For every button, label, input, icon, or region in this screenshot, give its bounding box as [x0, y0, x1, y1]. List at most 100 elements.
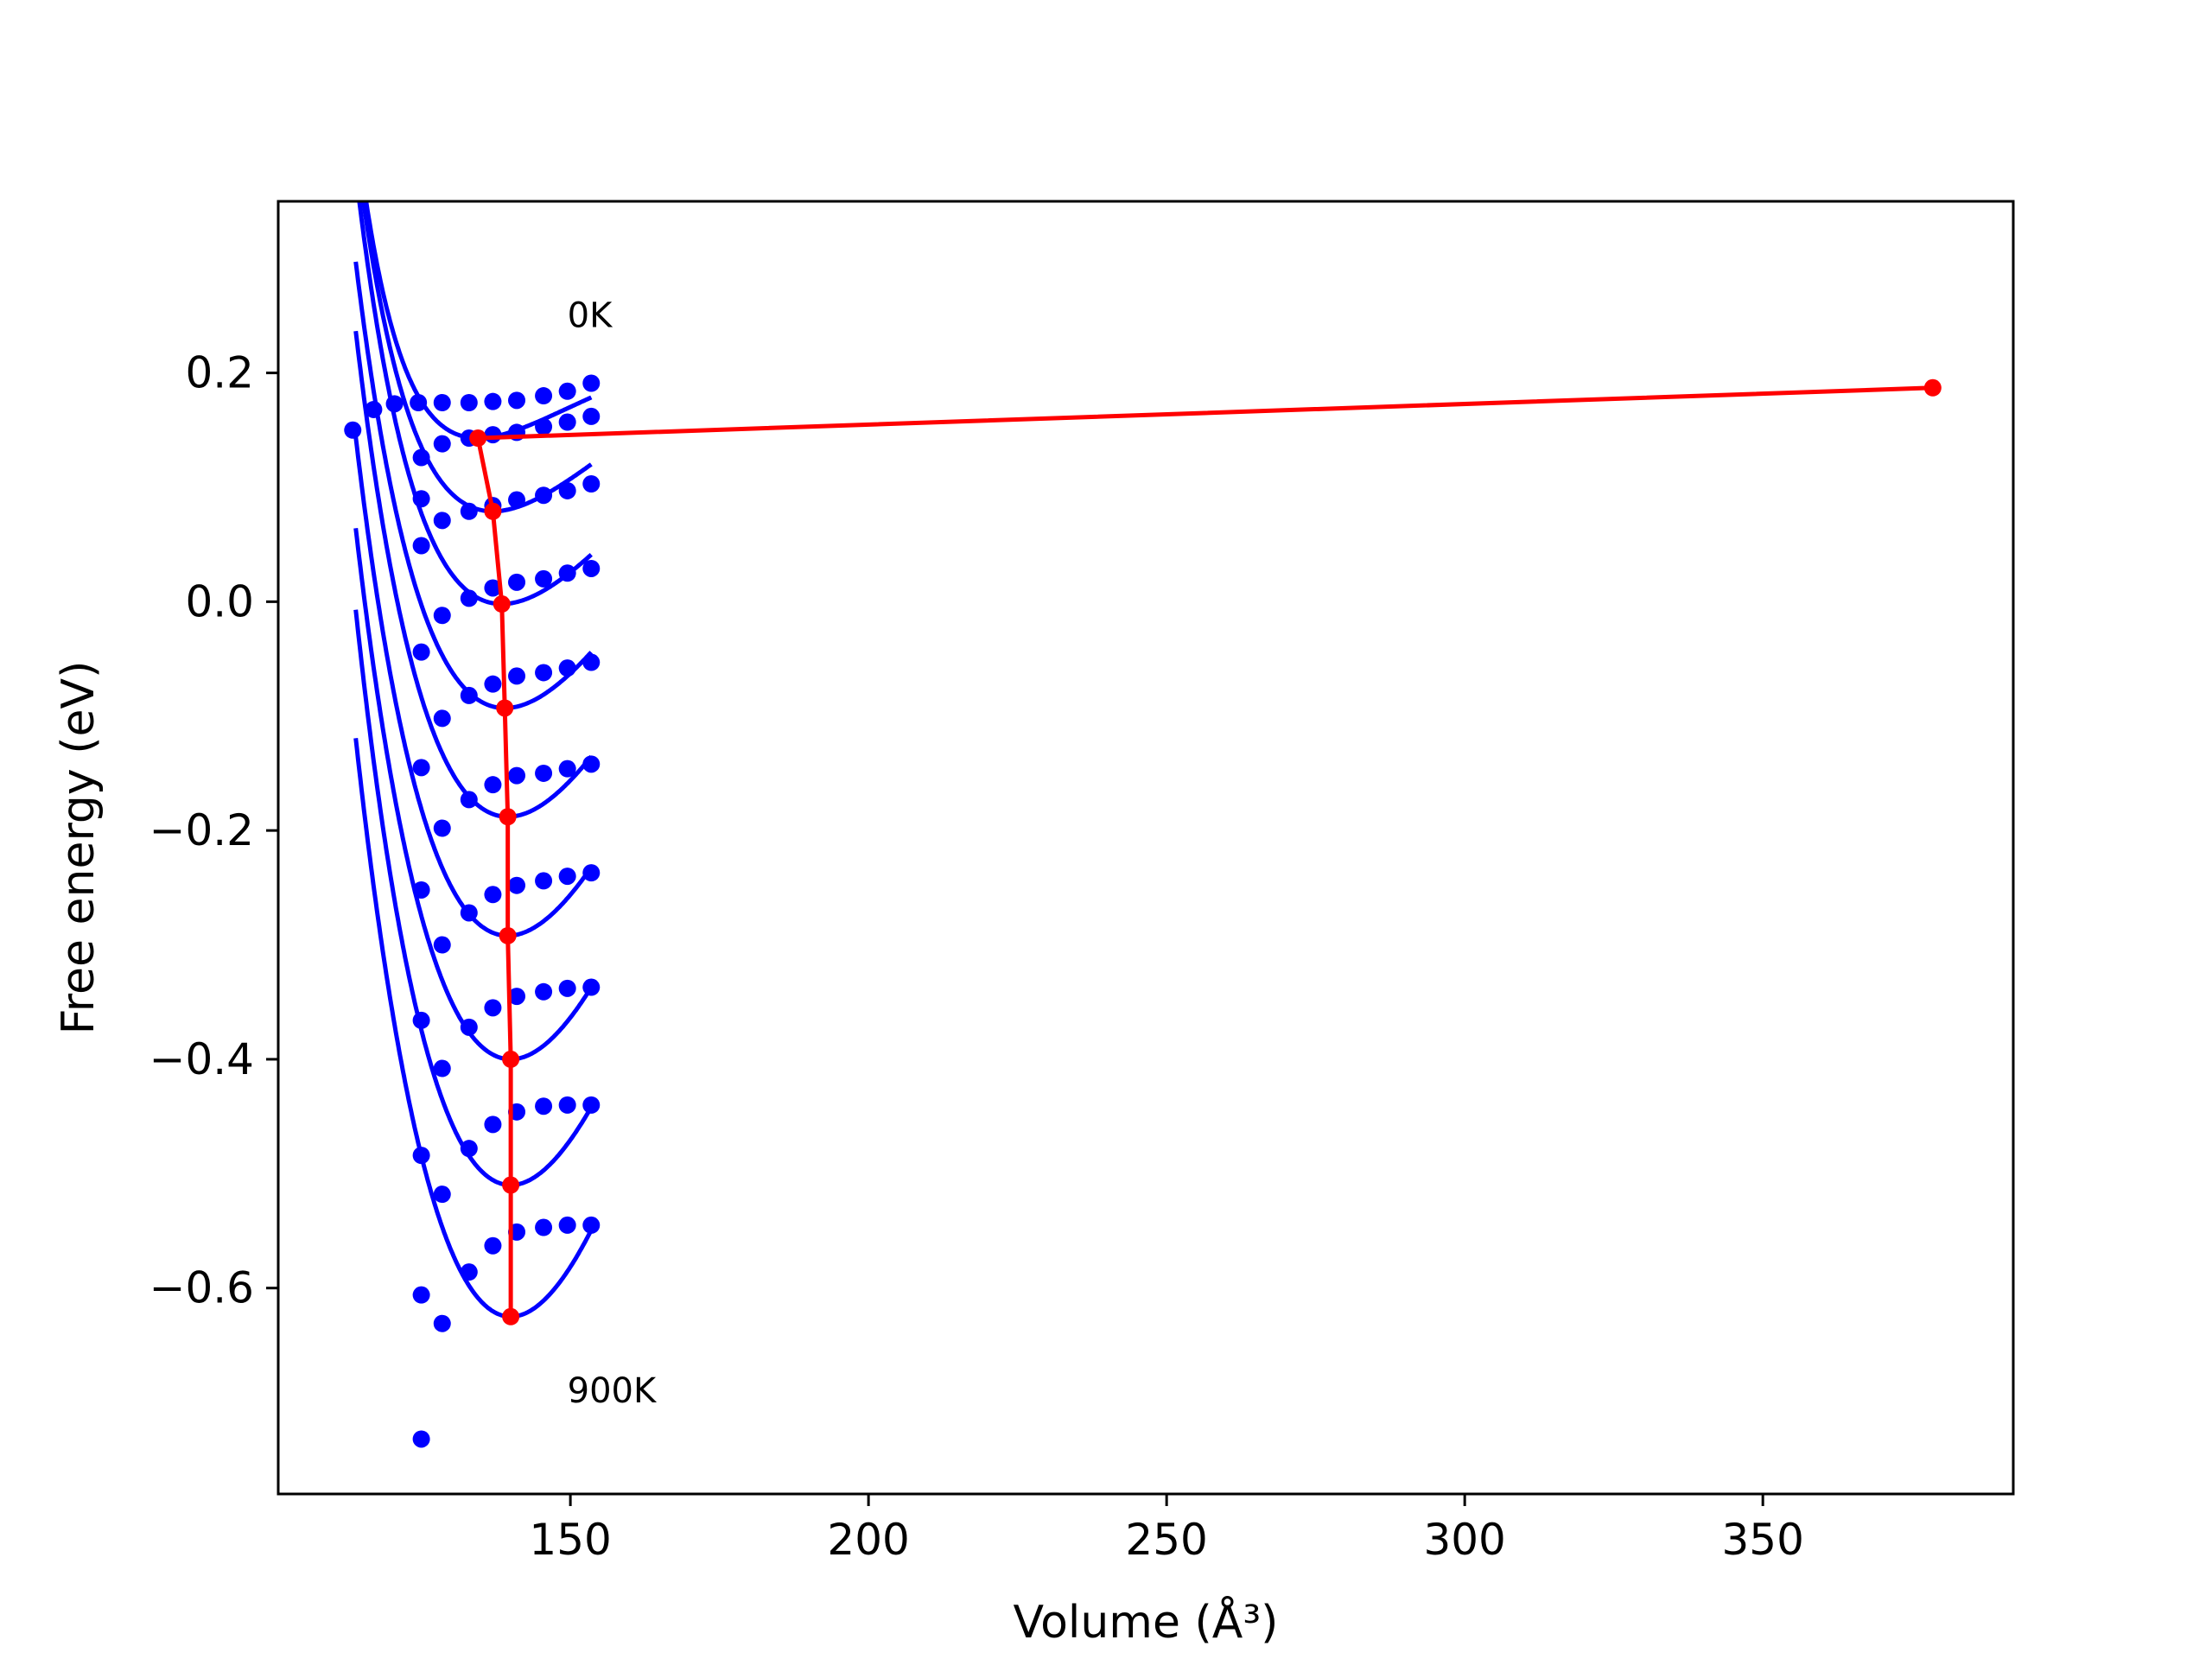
- y-tick-label-4: 0.2: [185, 348, 254, 398]
- x-axis-label: Volume (Å³): [1014, 1595, 1279, 1649]
- minimum-point-9: [502, 1307, 520, 1325]
- data-point-7-2: [460, 1018, 478, 1036]
- data-point-8-5: [535, 1097, 553, 1116]
- x-tick-label-3: 300: [1423, 1515, 1505, 1565]
- minimum-point-4: [496, 699, 514, 717]
- data-point-4-4: [508, 667, 526, 685]
- data-point-9-3: [484, 1236, 502, 1255]
- y-axis-label: Free energy (eV): [53, 661, 105, 1035]
- data-point-3-3: [484, 579, 502, 597]
- x-tick-label-0: 150: [529, 1515, 611, 1565]
- data-point-10-0: [412, 1430, 430, 1448]
- data-point-7-1: [433, 1059, 451, 1077]
- data-point-8-0: [412, 1147, 430, 1165]
- y-tick-label-3: 0.0: [185, 576, 254, 626]
- minimum-point-0: [1923, 378, 1942, 397]
- annotations: 0K 900K: [568, 296, 658, 1411]
- data-point-3-4: [508, 573, 526, 591]
- data-point-6-5: [535, 872, 553, 890]
- data-point-4-3: [484, 675, 502, 693]
- y-tick-label-0: −0.6: [149, 1263, 254, 1313]
- data-point-0-1: [365, 400, 383, 418]
- data-point-2-2: [460, 502, 478, 520]
- data-point-7-7: [582, 978, 601, 996]
- y-tick-label-1: −0.4: [149, 1034, 254, 1084]
- data-point-2-7: [582, 475, 601, 493]
- data-point-9-0: [412, 1286, 430, 1304]
- data-point-9-1: [433, 1314, 451, 1332]
- minimum-path: [469, 378, 1942, 1325]
- data-point-6-3: [484, 886, 502, 904]
- minimum-point-7: [502, 1050, 520, 1068]
- y-tick-label-2: −0.2: [149, 805, 254, 855]
- data-point-3-6: [558, 564, 576, 582]
- data-point-7-6: [558, 979, 576, 997]
- data-point-1-7: [582, 407, 601, 425]
- data-point-7-5: [535, 982, 553, 1001]
- data-point-1-1: [433, 435, 451, 453]
- data-point-9-6: [558, 1216, 576, 1234]
- data-point-9-5: [535, 1218, 553, 1236]
- minimum-point-1: [469, 429, 487, 448]
- minimum-path-line: [475, 385, 1933, 1317]
- fit-curve-9: [353, 738, 594, 1319]
- data-point-6-2: [460, 904, 478, 922]
- data-point-3-5: [535, 569, 553, 588]
- x-tick-label-1: 200: [827, 1515, 909, 1565]
- data-point-0-5: [460, 394, 478, 412]
- data-point-9-2: [460, 1263, 478, 1281]
- data-point-5-1: [433, 819, 451, 837]
- data-point-0-9: [558, 382, 576, 400]
- data-point-8-1: [433, 1185, 451, 1204]
- data-point-0-7: [508, 391, 526, 410]
- data-point-0-3: [410, 394, 428, 412]
- fit-curve-3: [357, 201, 593, 607]
- data-point-1-5: [535, 417, 553, 435]
- data-point-2-1: [433, 512, 451, 530]
- data-point-5-7: [582, 755, 601, 773]
- data-point-2-0: [412, 490, 430, 508]
- data-point-6-4: [508, 876, 526, 894]
- data-point-5-3: [484, 776, 502, 794]
- minimum-point-2: [484, 502, 502, 520]
- data-point-9-7: [582, 1216, 601, 1234]
- x-tick-label-2: 250: [1125, 1515, 1207, 1565]
- data-point-4-7: [582, 653, 601, 671]
- plot-frame: [276, 200, 2015, 1496]
- data-point-4-5: [535, 664, 553, 682]
- data-point-3-7: [582, 559, 601, 577]
- data-point-6-6: [558, 868, 576, 886]
- minimum-point-6: [499, 926, 517, 944]
- data-point-0-10: [582, 374, 601, 392]
- data-point-7-4: [508, 988, 526, 1006]
- data-point-8-2: [460, 1140, 478, 1158]
- minimum-point-3: [493, 595, 511, 613]
- data-point-7-3: [484, 999, 502, 1017]
- x-tick-label-4: 350: [1721, 1515, 1803, 1565]
- minimum-point-8: [502, 1176, 520, 1194]
- data-point-3-2: [460, 589, 478, 607]
- data-point-5-2: [460, 791, 478, 809]
- y-axis-ticks: −0.6 −0.4 −0.2 0.0 0.2: [149, 348, 278, 1313]
- data-point-8-6: [558, 1096, 576, 1114]
- data-point-8-7: [582, 1096, 601, 1114]
- data-point-7-0: [412, 1011, 430, 1029]
- fit-curve-8: [353, 609, 594, 1187]
- data-point-0-8: [535, 387, 553, 405]
- data-point-0-0: [344, 421, 362, 439]
- data-point-0-2: [385, 395, 404, 413]
- data-point-6-7: [582, 864, 601, 882]
- data-point-5-6: [558, 760, 576, 778]
- data-point-4-6: [558, 659, 576, 677]
- data-point-4-2: [460, 686, 478, 704]
- data-point-6-1: [433, 936, 451, 954]
- data-point-4-0: [412, 643, 430, 661]
- data-point-1-3: [484, 426, 502, 444]
- data-point-3-1: [433, 607, 451, 625]
- data-point-1-6: [558, 413, 576, 431]
- data-point-4-1: [433, 709, 451, 728]
- data-point-6-0: [412, 880, 430, 899]
- x-axis-ticks: 150 200 250 300 350: [529, 1494, 1804, 1565]
- data-point-2-5: [535, 486, 553, 505]
